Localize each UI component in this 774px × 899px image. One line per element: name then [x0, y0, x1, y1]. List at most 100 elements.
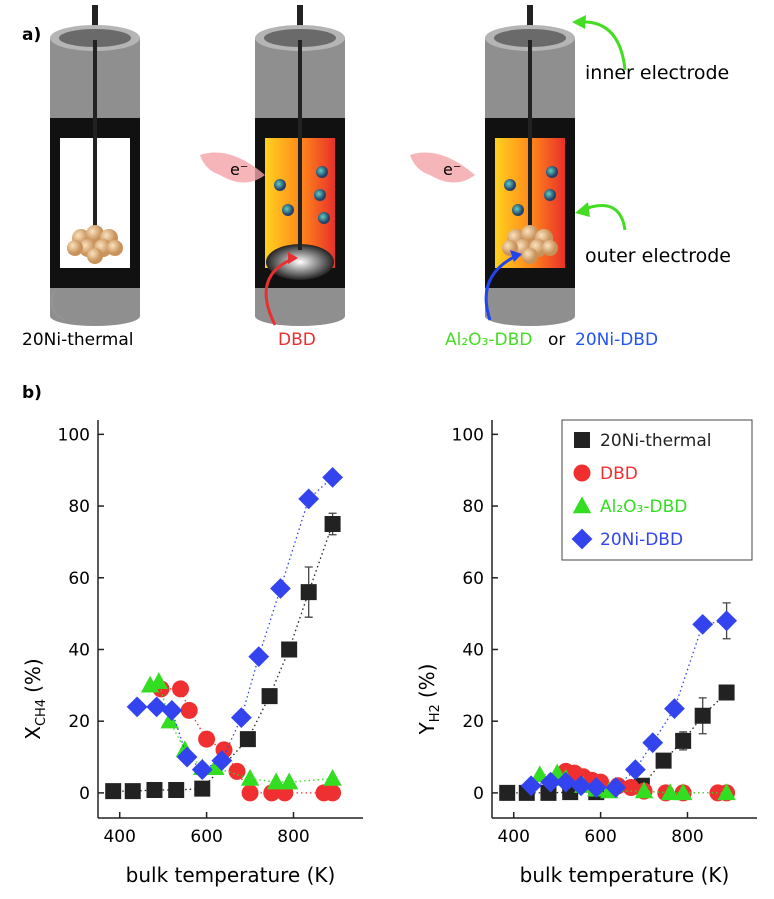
point [624, 759, 646, 780]
point [281, 641, 298, 658]
x-tick-label: 800 [277, 827, 309, 847]
point [675, 732, 692, 749]
y-tick-label: 80 [462, 497, 484, 517]
point [570, 775, 592, 797]
point [270, 578, 291, 599]
x-tick-label: 800 [671, 827, 703, 847]
x-axis-label: bulk temperature (K) [520, 863, 730, 887]
label: outer electrode [585, 245, 731, 267]
series-line [137, 476, 334, 771]
point [126, 696, 148, 718]
legend-marker [572, 496, 592, 514]
y-axis-label-part: H2 [428, 704, 443, 722]
y-axis-label-part: CH4 [34, 699, 49, 726]
point [228, 762, 246, 780]
point [634, 781, 654, 799]
x-tick-label: 400 [103, 827, 135, 847]
point [298, 488, 320, 510]
point [279, 772, 299, 790]
label: DBD [278, 330, 316, 350]
legend-label: Al₂O₃-DBD [600, 497, 687, 517]
y-tick-label: 0 [79, 784, 90, 804]
point [324, 784, 342, 802]
point [172, 680, 190, 698]
electron: e⁻ [443, 160, 461, 179]
electron: e⁻ [230, 160, 248, 179]
point [540, 771, 562, 793]
point [194, 780, 211, 797]
point [520, 775, 542, 797]
series-line [530, 620, 727, 789]
point [241, 784, 259, 802]
point [176, 746, 198, 768]
series-line [149, 680, 333, 783]
point [673, 783, 693, 801]
y-tick-label: 0 [473, 784, 484, 804]
point [230, 707, 252, 729]
point [718, 684, 735, 701]
diagram: a) [22, 5, 731, 403]
point [248, 646, 270, 668]
label: 20Ni-DBD [575, 330, 658, 350]
x-axis-label: bulk temperature (K) [126, 863, 336, 887]
panel-label: b) [22, 383, 42, 403]
point [161, 700, 183, 721]
point [642, 732, 664, 754]
legend-marker [574, 432, 590, 448]
point [146, 696, 168, 718]
point [694, 707, 711, 724]
point [180, 701, 198, 719]
point [191, 759, 213, 780]
point [198, 730, 216, 748]
point [261, 688, 278, 705]
point [692, 613, 714, 635]
y-axis-label-part: (%) [21, 658, 45, 693]
legend-label: 20Ni-DBD [600, 530, 683, 550]
y-tick-label: 40 [462, 640, 484, 660]
point [664, 698, 685, 720]
y-tick-label: 100 [58, 425, 90, 445]
legend-label: 20Ni-thermal [600, 431, 712, 451]
point [622, 779, 640, 797]
panel-label: a) [22, 25, 41, 45]
point [585, 777, 607, 798]
y-tick-label: 20 [68, 712, 90, 732]
y-axis-label: XCH4 (%) [21, 658, 49, 739]
point [240, 768, 260, 786]
point [300, 584, 317, 601]
y-tick-label: 60 [462, 569, 484, 589]
label: Al₂O₃-DBD [445, 330, 532, 350]
point [168, 782, 185, 799]
x-tick-label: 600 [584, 827, 616, 847]
point [660, 783, 680, 801]
y-tick-label: 60 [68, 569, 90, 589]
y-tick-label: 100 [452, 425, 484, 445]
point [324, 515, 341, 532]
label: 20Ni-thermal [22, 330, 134, 350]
y-tick-label: 20 [462, 712, 484, 732]
reactor-thermal [50, 5, 140, 326]
x-tick-label: 600 [190, 827, 222, 847]
point [146, 782, 163, 799]
point [530, 765, 549, 783]
point [499, 784, 516, 801]
label: inner electrode [585, 62, 729, 84]
y-axis-label-part: X [21, 726, 45, 740]
legend-marker [571, 528, 593, 550]
y-axis-label-part: (%) [415, 664, 439, 699]
y-tick-label: 40 [68, 640, 90, 660]
legend-box [561, 419, 753, 561]
point [322, 466, 343, 488]
point [555, 771, 577, 793]
label: or [548, 330, 565, 350]
point [211, 750, 233, 772]
legend-marker [573, 464, 591, 482]
point [717, 783, 736, 801]
point [239, 731, 256, 748]
y-tick-label: 80 [68, 497, 90, 517]
point [160, 711, 179, 729]
point [655, 752, 672, 769]
point [124, 783, 141, 800]
legend-label: DBD [600, 464, 638, 484]
point [266, 772, 286, 790]
